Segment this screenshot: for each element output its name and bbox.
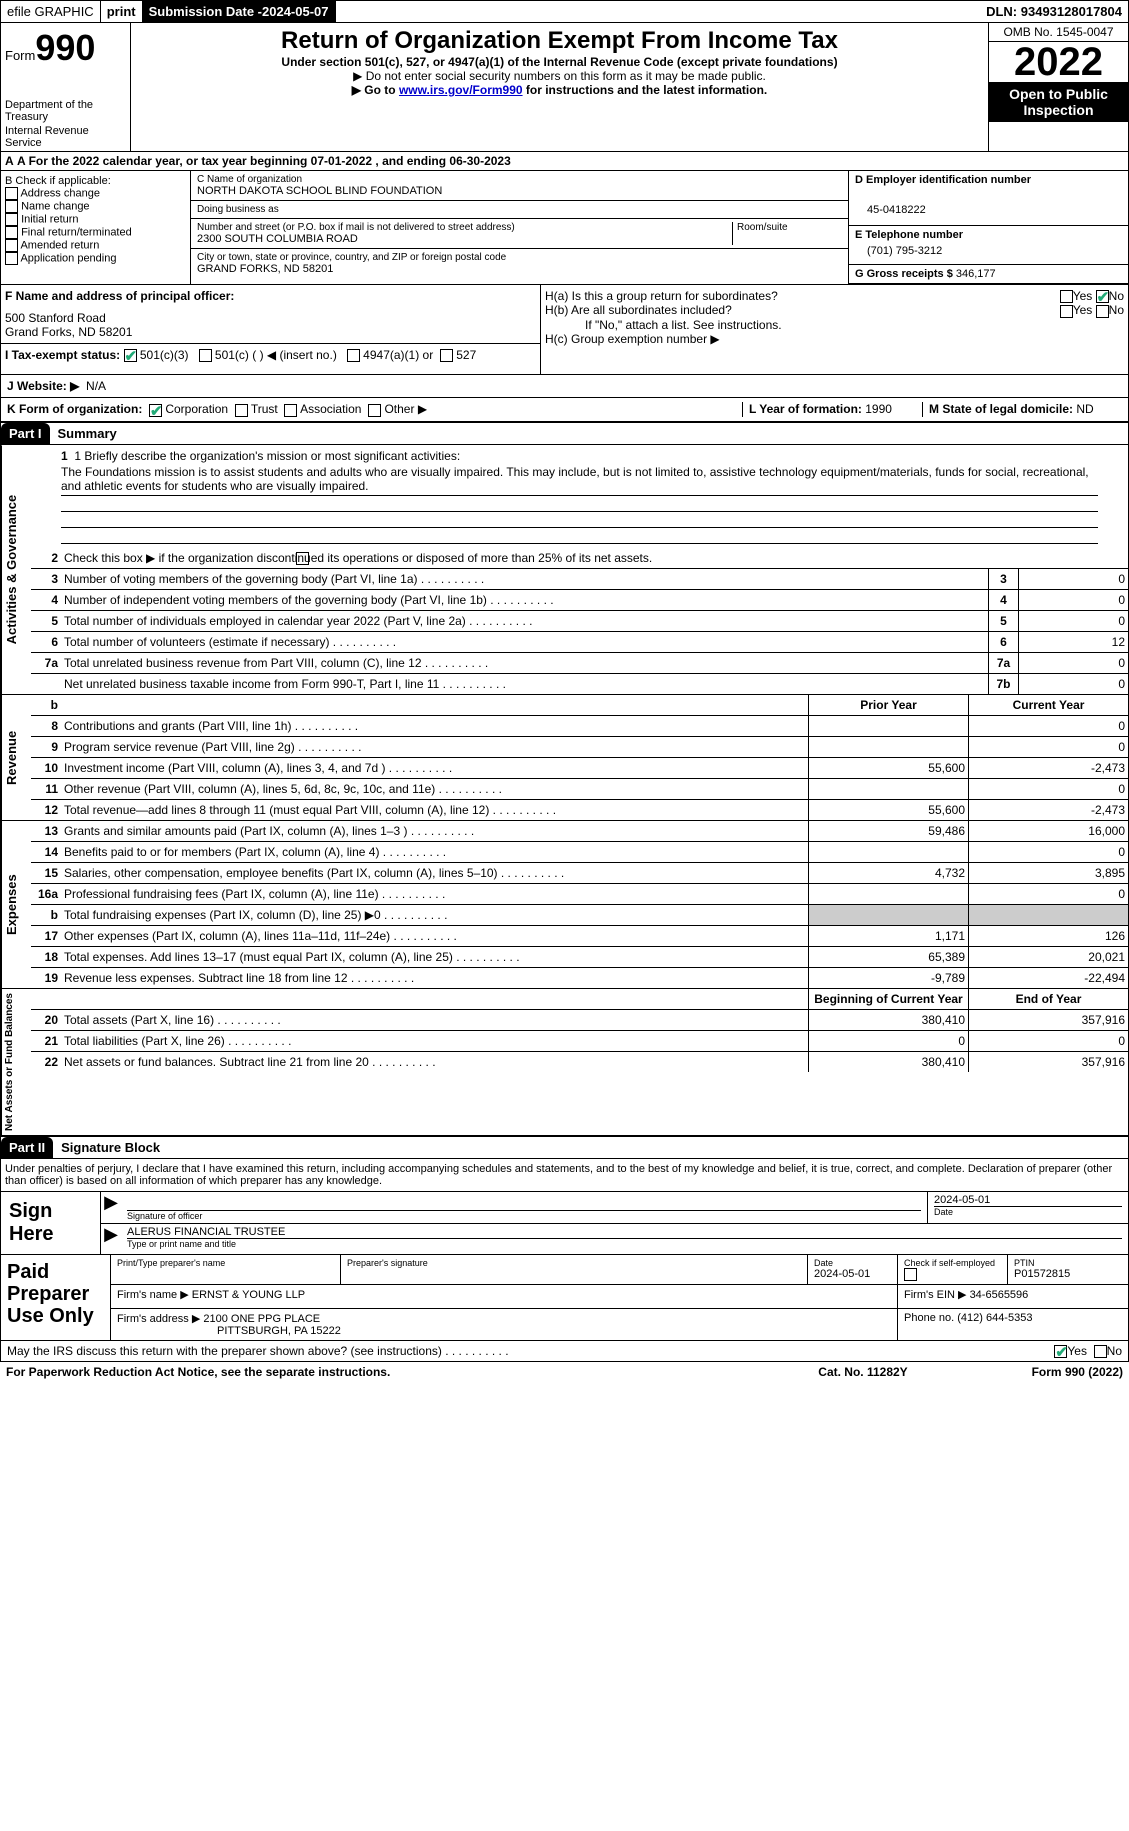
row-7b: Net unrelated business taxable income fr… xyxy=(31,674,1128,694)
cb-amended[interactable] xyxy=(5,239,18,252)
cb-discuss-no[interactable] xyxy=(1094,1345,1107,1358)
cb-ha-yes[interactable] xyxy=(1060,290,1073,303)
header-right: OMB No. 1545-0047 2022 Open to PublicIns… xyxy=(988,23,1128,151)
cb-4947[interactable] xyxy=(347,349,360,362)
section-rev: Revenue bPrior YearCurrent Year 8Contrib… xyxy=(0,695,1129,821)
cb-501c[interactable] xyxy=(199,349,212,362)
row-12: 12Total revenue—add lines 8 through 11 (… xyxy=(31,800,1128,820)
section-ag: Activities & Governance 1 1 Briefly desc… xyxy=(0,445,1129,695)
print-button[interactable]: print xyxy=(101,1,143,22)
form-header: Form990 Department of the Treasury Inter… xyxy=(0,23,1129,151)
top-bar: efile GRAPHIC print Submission Date - 20… xyxy=(0,0,1129,23)
cb-pending[interactable] xyxy=(5,252,18,265)
row-6: 6Total number of volunteers (estimate if… xyxy=(31,632,1128,653)
form-title: Return of Organization Exempt From Incom… xyxy=(135,27,984,55)
sign-block: Sign Here ▶ Signature of officer 2024-05… xyxy=(0,1191,1129,1255)
row-4: 4Number of independent voting members of… xyxy=(31,590,1128,611)
cb-name[interactable] xyxy=(5,200,18,213)
col-d: D Employer identification number45-04182… xyxy=(848,171,1128,284)
col-b: B Check if applicable: Address change Na… xyxy=(1,171,191,284)
tab-ag: Activities & Governance xyxy=(1,445,31,694)
tab-exp: Expenses xyxy=(1,821,31,988)
row-18: 18Total expenses. Add lines 13–17 (must … xyxy=(31,947,1128,968)
row-20: 20Total assets (Part X, line 16)380,4103… xyxy=(31,1010,1128,1031)
cb-line2[interactable] xyxy=(296,552,309,565)
cb-trust[interactable] xyxy=(235,404,248,417)
line-a: A A For the 2022 calendar year, or tax y… xyxy=(0,151,1129,171)
penalty-text: Under penalties of perjury, I declare th… xyxy=(0,1159,1129,1191)
row-14: 14Benefits paid to or for members (Part … xyxy=(31,842,1128,863)
discuss-row: May the IRS discuss this return with the… xyxy=(0,1341,1129,1362)
cb-hb-no[interactable] xyxy=(1096,305,1109,318)
row-j: J Website: ▶ N/A xyxy=(0,375,1129,398)
section-bcd: B Check if applicable: Address change Na… xyxy=(0,171,1129,285)
mission: 1 1 Briefly describe the organization's … xyxy=(31,445,1128,548)
cb-assoc[interactable] xyxy=(284,404,297,417)
row-8: 8Contributions and grants (Part VIII, li… xyxy=(31,716,1128,737)
col-h: H(a) Is this a group return for subordin… xyxy=(541,285,1128,374)
row-10: 10Investment income (Part VIII, column (… xyxy=(31,758,1128,779)
tab-rev: Revenue xyxy=(1,695,31,820)
row-15: 15Salaries, other compensation, employee… xyxy=(31,863,1128,884)
cb-address[interactable] xyxy=(5,187,18,200)
tab-nab: Net Assets or Fund Balances xyxy=(1,989,31,1135)
header-center: Return of Organization Exempt From Incom… xyxy=(131,23,988,151)
cb-discuss-yes[interactable] xyxy=(1054,1345,1067,1358)
cb-other[interactable] xyxy=(368,404,381,417)
cb-hb-yes[interactable] xyxy=(1060,305,1073,318)
cb-selfemp[interactable] xyxy=(904,1268,917,1281)
section-nab: Net Assets or Fund Balances Beginning of… xyxy=(0,989,1129,1136)
row-3: 3Number of voting members of the governi… xyxy=(31,569,1128,590)
cb-527[interactable] xyxy=(440,349,453,362)
section-exp: Expenses 13Grants and similar amounts pa… xyxy=(0,821,1129,989)
cb-ha-no[interactable] xyxy=(1096,290,1109,303)
row-5: 5Total number of individuals employed in… xyxy=(31,611,1128,632)
preparer-block: Paid Preparer Use Only Print/Type prepar… xyxy=(0,1255,1129,1341)
col-c: C Name of organizationNORTH DAKOTA SCHOO… xyxy=(191,171,848,284)
section-fh: F Name and address of principal officer:… xyxy=(0,285,1129,375)
row-13: 13Grants and similar amounts paid (Part … xyxy=(31,821,1128,842)
row-16a: 16aProfessional fundraising fees (Part I… xyxy=(31,884,1128,905)
row-21: 21Total liabilities (Part X, line 26)00 xyxy=(31,1031,1128,1052)
submission-date: Submission Date - 2024-05-07 xyxy=(143,1,336,22)
row-11: 11Other revenue (Part VIII, column (A), … xyxy=(31,779,1128,800)
col-f: F Name and address of principal officer:… xyxy=(1,285,541,374)
part1-bar: Part I Summary xyxy=(0,422,1129,445)
row-17: 17Other expenses (Part IX, column (A), l… xyxy=(31,926,1128,947)
cb-501c3[interactable] xyxy=(124,349,137,362)
part2-bar: Part II Signature Block xyxy=(0,1136,1129,1159)
row-b: bTotal fundraising expenses (Part IX, co… xyxy=(31,905,1128,926)
cb-corp[interactable] xyxy=(149,404,162,417)
efile-label: efile GRAPHIC xyxy=(1,1,101,22)
row-klm: K Form of organization: Corporation Trus… xyxy=(0,398,1129,421)
cb-initial[interactable] xyxy=(5,213,18,226)
cb-final[interactable] xyxy=(5,226,18,239)
header-left: Form990 Department of the Treasury Inter… xyxy=(1,23,131,151)
row-19: 19Revenue less expenses. Subtract line 1… xyxy=(31,968,1128,988)
dln: DLN: 93493128017804 xyxy=(980,1,1128,22)
row-22: 22Net assets or fund balances. Subtract … xyxy=(31,1052,1128,1072)
footer: For Paperwork Reduction Act Notice, see … xyxy=(0,1362,1129,1382)
row-7a: 7aTotal unrelated business revenue from … xyxy=(31,653,1128,674)
row-9: 9Program service revenue (Part VIII, lin… xyxy=(31,737,1128,758)
irs-link[interactable]: www.irs.gov/Form990 xyxy=(399,83,523,97)
